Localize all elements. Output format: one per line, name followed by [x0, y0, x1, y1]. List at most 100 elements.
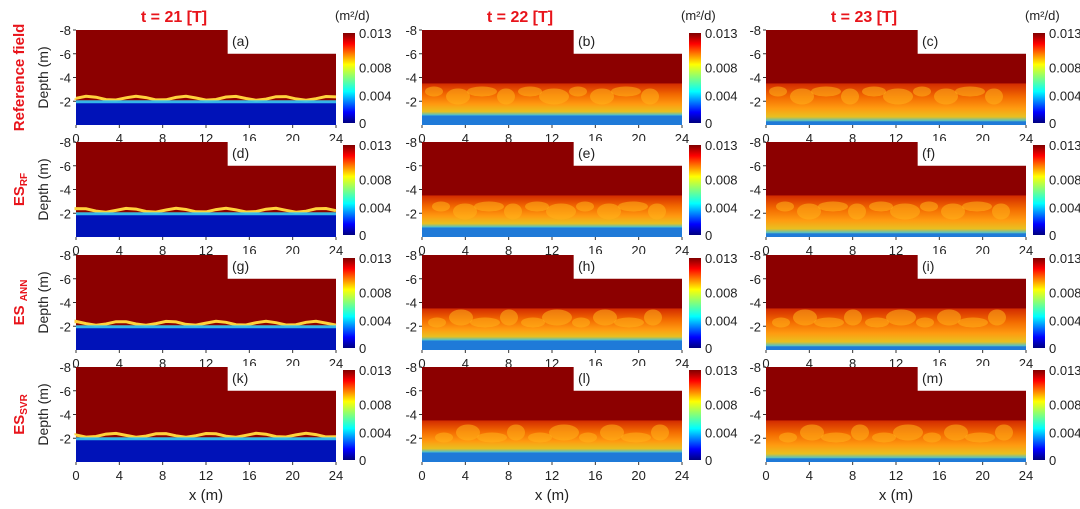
colorbar: [689, 33, 701, 123]
plume-hotspot: [576, 201, 594, 212]
x-tick-label: 8: [849, 468, 856, 483]
colorbar-tick-label: 0: [359, 228, 366, 243]
domain-notch: [227, 254, 337, 279]
y-axis-label: Depth (m): [35, 271, 51, 333]
colorbar-tick-label: 0.004: [1049, 425, 1080, 440]
x-tick-label: 12: [889, 243, 903, 258]
colorbar-tick-label: 0.004: [1049, 313, 1080, 328]
front-band: [76, 100, 336, 104]
plume-hotspot: [772, 317, 790, 328]
wetting-front: [74, 431, 337, 439]
plume-hotspot: [456, 424, 480, 441]
y-tick-label: -8: [59, 360, 71, 375]
x-tick-label: 8: [159, 356, 166, 371]
x-tick-label: 16: [588, 468, 602, 483]
panel-0-2: [763, 29, 1045, 128]
x-tick-label: 24: [675, 468, 689, 483]
y-tick-label: -2: [405, 319, 417, 334]
colorbar: [1033, 33, 1045, 123]
x-axis-label: x (m): [879, 487, 913, 504]
colorbar-tick-label: 0: [705, 228, 712, 243]
x-tick-label: 8: [505, 131, 512, 146]
y-tick-label: -4: [59, 408, 71, 423]
plume-hotspot: [618, 201, 648, 212]
plume-hotspot: [955, 86, 985, 97]
colorbar-tick-label: 0.004: [705, 200, 738, 215]
panel-0-1: [419, 29, 701, 128]
panel-3-0: [73, 366, 355, 465]
x-tick-label: 0: [762, 131, 769, 146]
column-title: t = 23 [T]: [831, 9, 897, 26]
plume-hotspot: [800, 424, 824, 441]
y-tick-label: -4: [749, 183, 761, 198]
y-tick-label: -8: [405, 360, 417, 375]
y-tick-label: -4: [749, 71, 761, 86]
domain-notch: [573, 141, 683, 166]
colorbar-tick-label: 0.004: [705, 313, 738, 328]
front-band: [76, 325, 336, 329]
plume-hotspot: [965, 432, 995, 443]
x-tick-label: 0: [72, 356, 79, 371]
plume-hotspot: [474, 201, 504, 212]
plume-hotspot: [470, 317, 500, 328]
panel-label: (c): [922, 33, 938, 49]
x-tick-label: 4: [462, 131, 469, 146]
y-tick-label: -8: [405, 248, 417, 263]
panel-1-1: [419, 141, 701, 240]
panel-label: (a): [232, 33, 249, 49]
y-axis-label: Depth (m): [35, 383, 51, 445]
plume-hotspot: [504, 203, 522, 220]
saturated-zone: [76, 213, 336, 237]
colorbar: [689, 258, 701, 348]
colorbar: [689, 370, 701, 460]
bottom-wet-strip: [422, 452, 682, 462]
x-tick-label: 12: [545, 243, 559, 258]
y-tick-label: -4: [59, 183, 71, 198]
plume-hotspot: [435, 432, 453, 443]
y-tick-label: -8: [749, 248, 761, 263]
x-tick-label: 4: [116, 468, 123, 483]
plume-hotspot: [621, 432, 651, 443]
x-tick-label: 12: [545, 468, 559, 483]
plume-hotspot: [883, 88, 913, 105]
plume-hotspot: [549, 424, 579, 441]
y-tick-label: -8: [749, 135, 761, 150]
colorbar-tick-label: 0: [1049, 228, 1056, 243]
x-tick-label: 12: [889, 468, 903, 483]
plume-hotspot: [790, 88, 814, 105]
row-label-main: ES: [11, 301, 28, 325]
row-label-main: Reference field: [11, 24, 28, 132]
y-tick-label: -4: [405, 71, 417, 86]
plume-hotspot: [500, 309, 518, 326]
colorbar-tick-label: 0: [359, 341, 366, 356]
x-tick-label: 4: [806, 468, 813, 483]
panel-3-2: [763, 366, 1045, 465]
x-axis-label: x (m): [189, 487, 223, 504]
y-axis-label-text: Depth (m): [35, 383, 51, 445]
plume-hotspot: [886, 309, 916, 326]
bottom-wet-strip: [766, 458, 1026, 462]
plume-hotspot: [528, 432, 552, 443]
colorbar-tick-label: 0: [705, 341, 712, 356]
colorbar-tick-label: 0.013: [359, 251, 392, 266]
plume-hotspot: [821, 432, 851, 443]
colorbar-tick-label: 0.004: [359, 200, 392, 215]
plume-hotspot: [453, 203, 477, 220]
plume-hotspot: [546, 203, 576, 220]
plume-hotspot: [913, 86, 931, 97]
plume-hotspot: [916, 317, 934, 328]
y-tick-label: -6: [59, 47, 71, 62]
plume-hotspot: [934, 88, 958, 105]
plume-hotspot: [449, 309, 473, 326]
x-tick-label: 4: [116, 243, 123, 258]
y-tick-label: -2: [749, 206, 761, 221]
plume-hotspot: [818, 201, 848, 212]
row-label: ESSVR: [11, 393, 30, 434]
x-tick-label: 0: [762, 468, 769, 483]
x-tick-label: 0: [418, 356, 425, 371]
panel-label: (h): [578, 258, 595, 274]
colorbar-tick-label: 0.004: [705, 425, 738, 440]
y-tick-label: -8: [59, 135, 71, 150]
colorbar-unit: (m²/d): [681, 8, 716, 23]
plume-hotspot: [579, 432, 597, 443]
